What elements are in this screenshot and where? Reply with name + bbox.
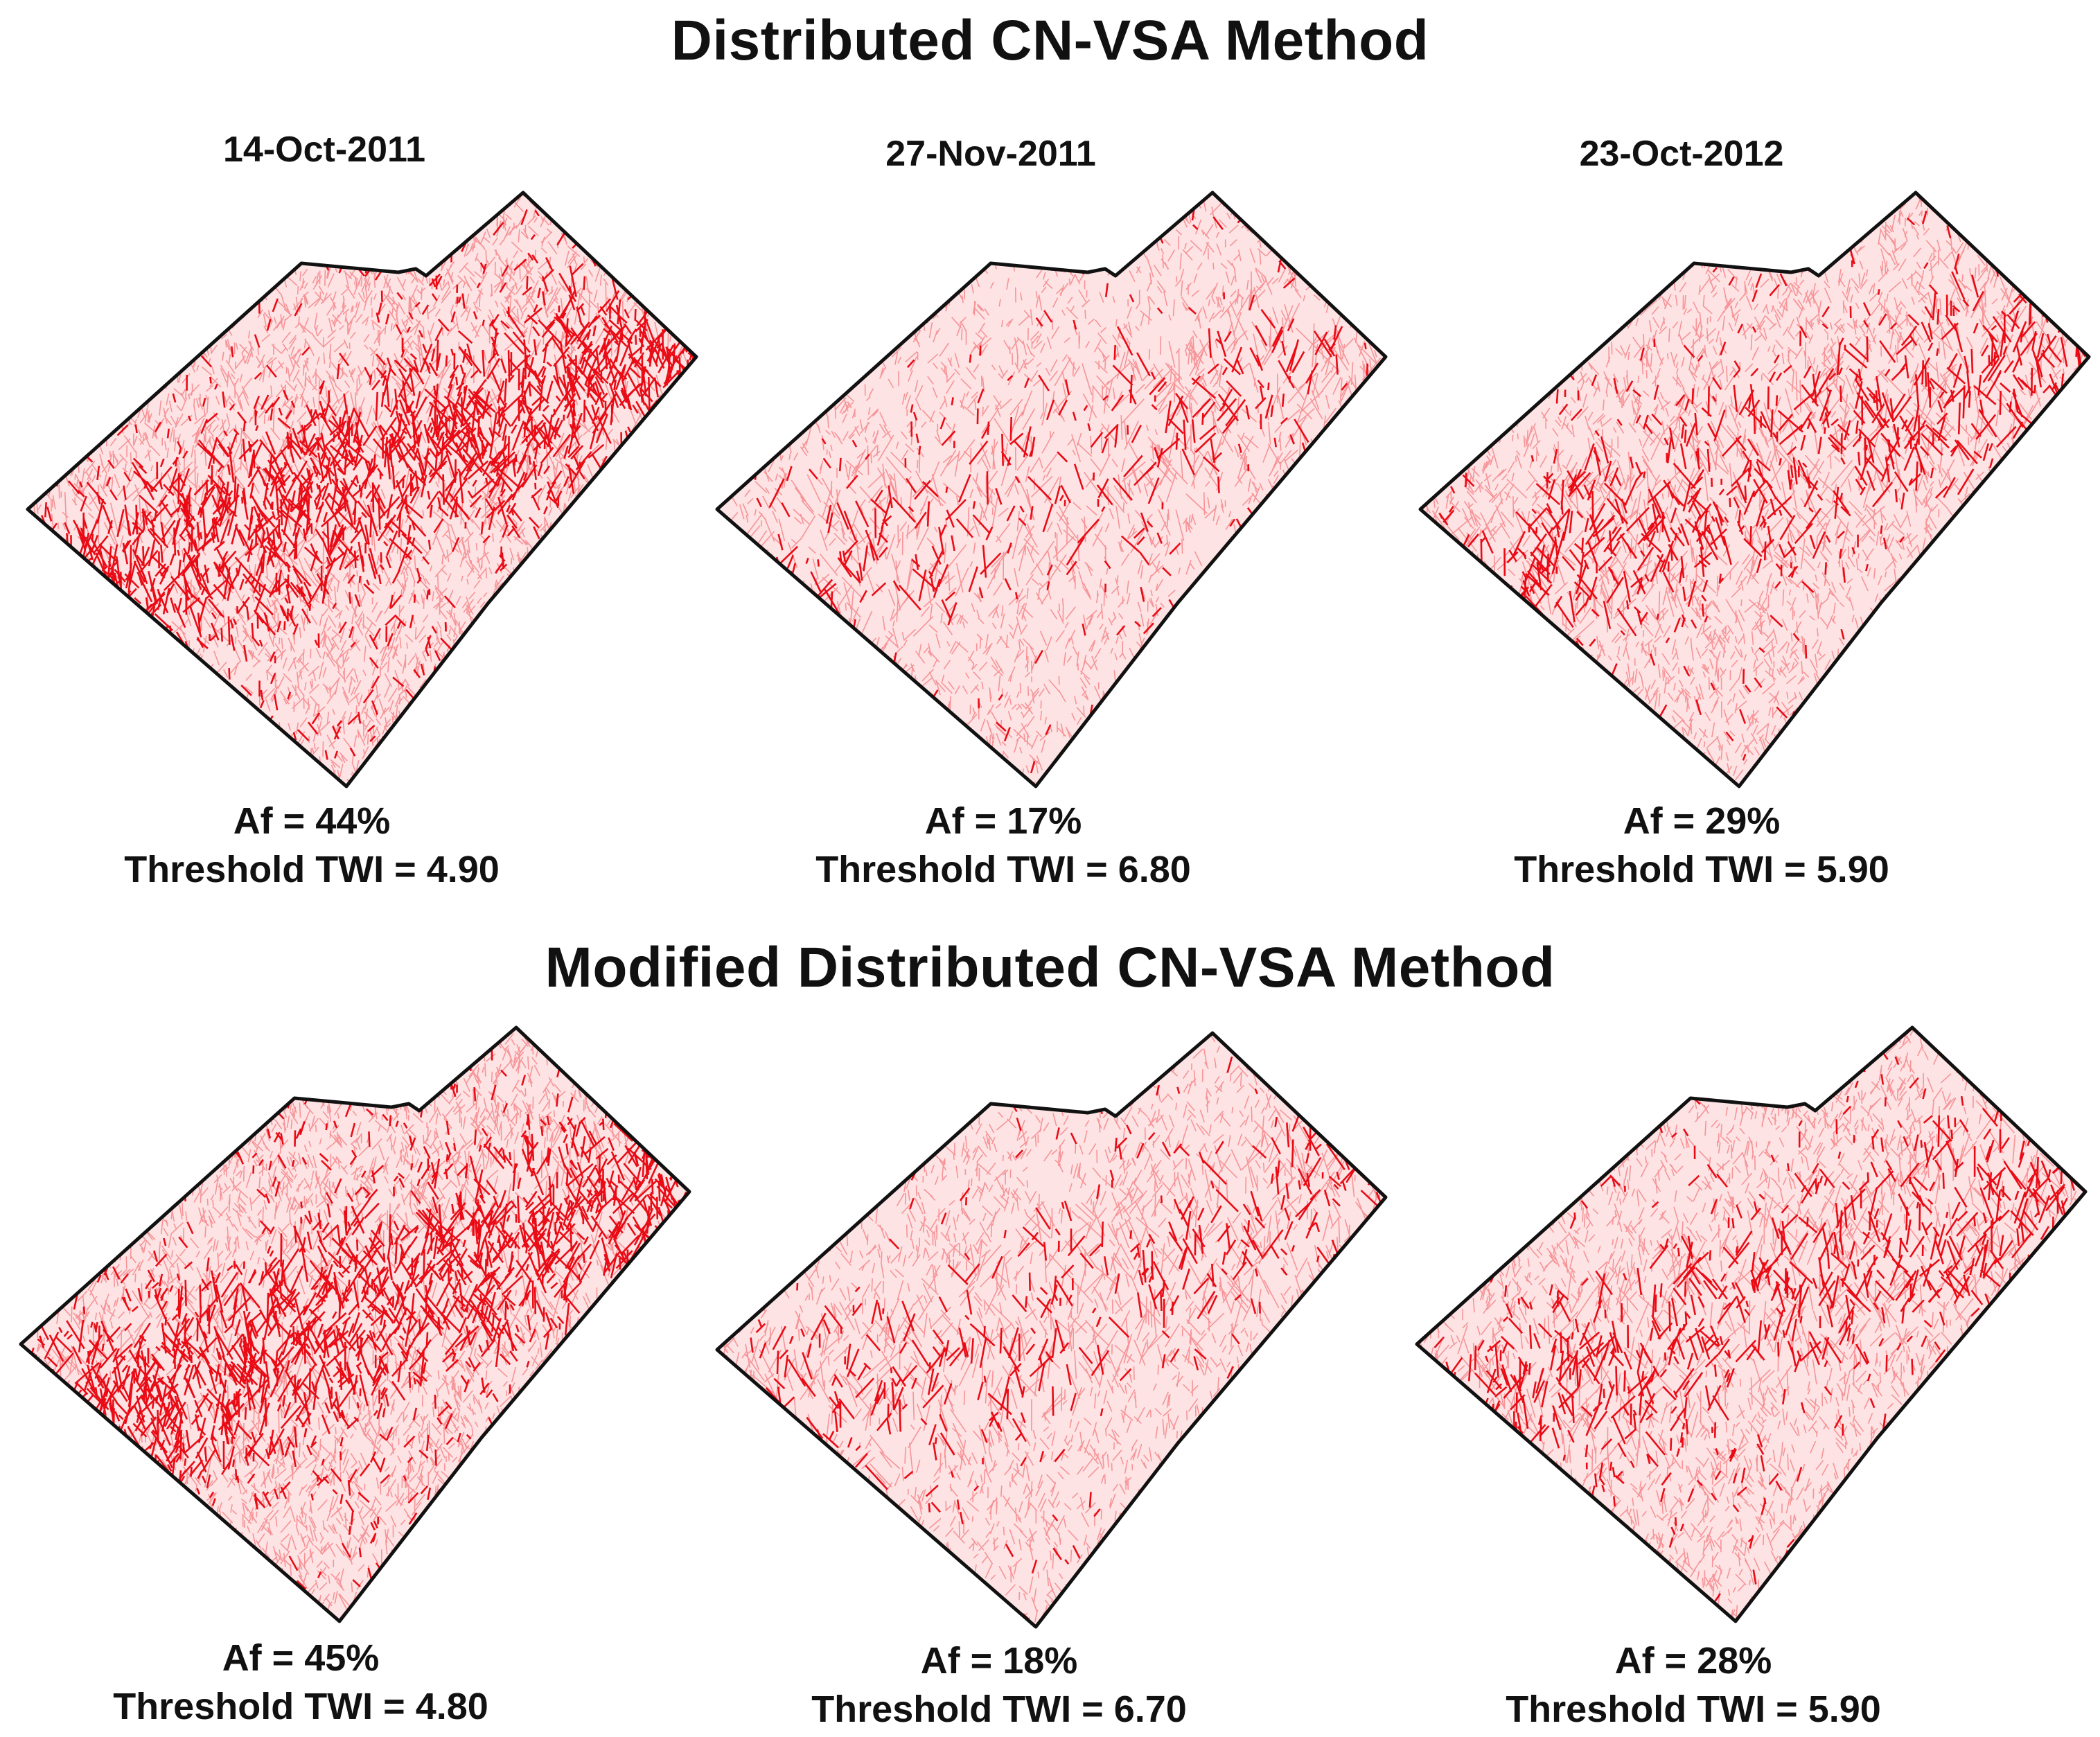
watershed-map: [715, 1031, 1388, 1629]
map-panel: [1417, 187, 2096, 797]
af-value: Af = 18%: [920, 1640, 1078, 1682]
af-value: Af = 44%: [233, 800, 391, 842]
threshold-twi-value: Threshold TWI = 4.80: [113, 1686, 488, 1727]
section-title-distributed: Distributed CN-VSA Method: [671, 9, 1429, 72]
stats-block: Af = 28% Threshold TWI = 5.90: [1430, 1637, 1957, 1734]
af-value: Af = 17%: [924, 800, 1082, 842]
saturated-area-texture: [28, 193, 696, 786]
threshold-twi-value: Threshold TWI = 5.90: [1514, 849, 1889, 890]
date-label-2: 27-Nov-2011: [885, 134, 1096, 174]
stats-block: Af = 18% Threshold TWI = 6.70: [736, 1637, 1262, 1734]
af-value: Af = 29%: [1623, 800, 1781, 842]
watershed-boundary: [715, 191, 1388, 788]
watershed-map: [26, 191, 698, 788]
watershed-map: [715, 191, 1388, 788]
stats-block: Af = 17% Threshold TWI = 6.80: [740, 797, 1267, 894]
af-value: Af = 45%: [222, 1637, 380, 1679]
section-title-modified: Modified Distributed CN-VSA Method: [545, 936, 1555, 999]
map-panel: [714, 1028, 1393, 1637]
watershed-boundary: [1418, 191, 2091, 788]
map-panel: [1413, 1022, 2092, 1632]
threshold-twi-value: Threshold TWI = 6.80: [815, 849, 1191, 890]
map-panel: [24, 187, 703, 797]
watershed-boundary: [1415, 1025, 2088, 1623]
saturated-lines: [28, 193, 696, 786]
watershed-boundary: [26, 191, 698, 788]
threshold-twi-value: Threshold TWI = 4.90: [124, 849, 500, 890]
watershed-map: [1418, 191, 2091, 788]
watershed-map: [1415, 1025, 2088, 1623]
af-value: Af = 28%: [1614, 1640, 1772, 1682]
watershed-area: [1417, 1028, 2085, 1621]
map-panel: [714, 187, 1393, 797]
map-panel: [17, 1022, 696, 1632]
threshold-twi-value: Threshold TWI = 6.70: [811, 1688, 1187, 1730]
stats-block: Af = 44% Threshold TWI = 4.90: [48, 797, 575, 894]
date-label-3: 23-Oct-2012: [1579, 134, 1784, 174]
watershed-map: [19, 1025, 691, 1623]
stats-block: Af = 29% Threshold TWI = 5.90: [1438, 797, 1965, 894]
watershed-area: [717, 1033, 1386, 1627]
watershed-area: [1420, 193, 2089, 786]
date-label-1: 14-Oct-2011: [223, 130, 425, 170]
stats-block: Af = 45% Threshold TWI = 4.80: [37, 1634, 564, 1731]
threshold-twi-value: Threshold TWI = 5.90: [1506, 1688, 1881, 1730]
watershed-boundary: [19, 1025, 691, 1623]
watershed-boundary: [715, 1031, 1388, 1629]
